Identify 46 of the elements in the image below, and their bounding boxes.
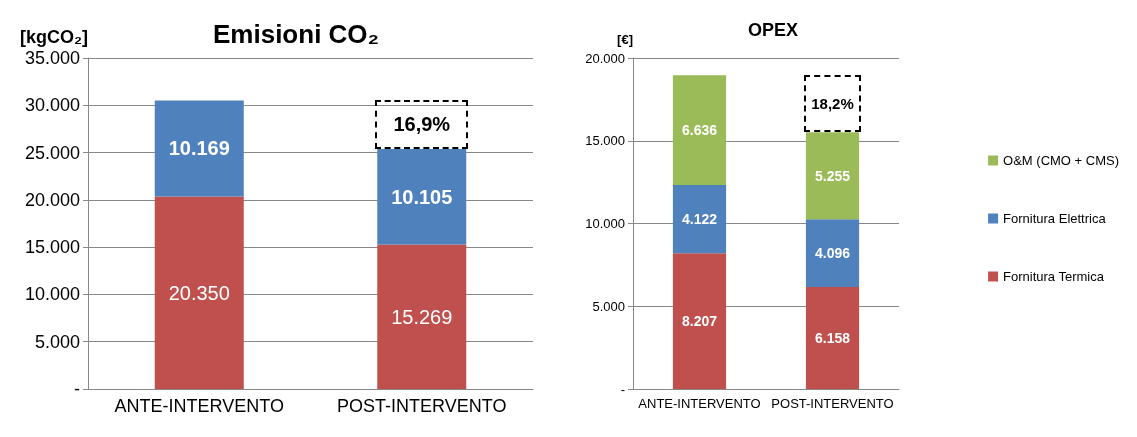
dashed-box: 16,9%	[375, 100, 469, 150]
data-label: 5.255	[814, 167, 851, 184]
y-tick-label: 15.000	[585, 133, 625, 149]
y-tick-label: 20.000	[585, 50, 625, 66]
data-label: 4.122	[681, 211, 718, 228]
y-tick-label: -	[620, 381, 625, 397]
data-label: 8.207	[681, 313, 718, 330]
dashed-box: 18,2%	[803, 75, 862, 133]
x-tick-label: ANTE-INTERVENTO	[114, 396, 284, 416]
bar	[154, 196, 244, 389]
y-tick-label: 30.000	[24, 95, 80, 116]
y-tick-label: 25.000	[24, 142, 80, 163]
bar	[672, 184, 727, 254]
chart-title: OPEX	[748, 20, 799, 40]
data-label: 4.096	[814, 245, 851, 262]
x-tick-label: POST-INTERVENTO	[337, 396, 507, 416]
legend-label: O&M (CMO + CMS)	[1003, 153, 1120, 168]
bar	[154, 100, 244, 197]
bar	[377, 149, 467, 245]
data-label: 20.350	[168, 281, 230, 304]
bar	[377, 244, 467, 389]
y-axis-title: [kgCO₂]	[20, 27, 88, 47]
chart-title: Emisioni CO₂	[213, 19, 380, 49]
y-tick-label: -	[74, 379, 80, 399]
bar	[805, 287, 860, 389]
legend-label: Fornitura Elettrica	[1003, 211, 1107, 226]
y-tick-label: 35.000	[24, 48, 80, 68]
bar	[805, 219, 860, 288]
y-tick-label: 10.000	[24, 284, 80, 305]
y-tick-label: 15.000	[24, 237, 80, 258]
data-label: 10.105	[391, 185, 453, 208]
y-tick-label: 5.000	[34, 331, 80, 352]
bar	[672, 75, 727, 185]
x-tick-label: ANTE-INTERVENTO	[638, 396, 761, 411]
bar	[805, 132, 860, 220]
data-label: 10.169	[168, 137, 230, 160]
bar	[672, 253, 727, 389]
x-tick-label: POST-INTERVENTO	[771, 396, 894, 411]
y-tick-label: 20.000	[24, 189, 80, 210]
legend-label: Fornitura Termica	[1003, 269, 1105, 284]
y-tick-label: 5.000	[592, 298, 625, 314]
data-label: 6.636	[681, 122, 718, 139]
data-label: 15.269	[391, 305, 453, 328]
y-axis-title: [€]	[617, 32, 633, 47]
data-label: 6.158	[814, 330, 851, 347]
y-tick-label: 10.000	[585, 216, 625, 231]
